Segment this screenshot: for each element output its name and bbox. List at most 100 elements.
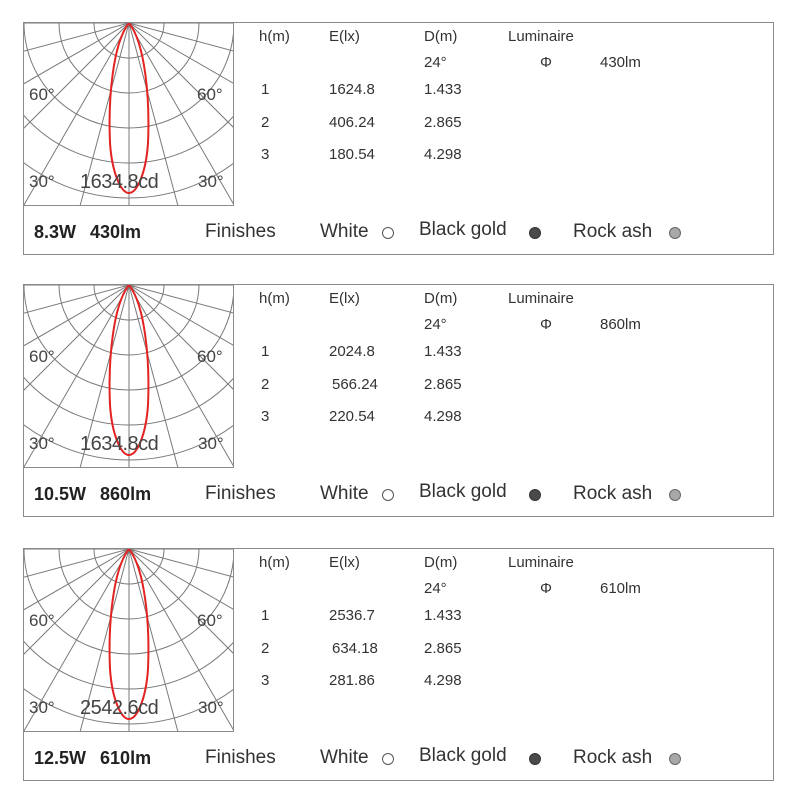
header-d: D(m) (424, 290, 458, 307)
grid-spoke (128, 23, 233, 128)
row-1-h: 1 (261, 607, 270, 624)
grid-spoke (24, 549, 130, 578)
row-1-e: 2536.7 (329, 607, 375, 624)
grid-spoke (128, 23, 233, 205)
finish-white-label: White (320, 483, 369, 504)
panel-footer: 12.5W 610lm Finishes White Black gold Roc… (24, 739, 773, 779)
row-1-e: 2024.8 (329, 343, 375, 360)
header-d: D(m) (424, 554, 458, 571)
row-2-h: 2 (261, 114, 270, 131)
peak-intensity-label: 1634.8cd (80, 433, 159, 455)
grid-spoke (24, 23, 130, 205)
header-h: h(m) (259, 554, 290, 571)
grid-spoke (128, 285, 233, 346)
photometric-panel-1: 60° 60° 30° 30° 1634.8cd h(m) E(lx) D(m)… (23, 22, 774, 255)
grid-spoke (24, 549, 130, 611)
finish-white-swatch (382, 227, 394, 239)
finish-white-swatch (382, 753, 394, 765)
grid-spoke (128, 549, 233, 731)
finish-white-swatch (382, 489, 394, 501)
row-2-d: 2.865 (424, 376, 462, 393)
intensity-curve (108, 549, 150, 721)
row-2-h: 2 (261, 640, 270, 657)
row-1-d: 1.433 (424, 81, 462, 98)
header-h: h(m) (259, 290, 290, 307)
row-3-e: 281.86 (329, 672, 375, 689)
beam-angle: 24° (424, 316, 447, 333)
finish-black-gold-label: Black gold (419, 745, 507, 766)
header-e: E(lx) (329, 554, 360, 571)
row-1-e: 1624.8 (329, 81, 375, 98)
polar-grid-2 (24, 285, 233, 467)
finish-rock-ash-label: Rock ash (573, 483, 653, 504)
row-1-h: 1 (261, 343, 270, 360)
angle-label-30-right: 30° (198, 434, 224, 453)
peak-intensity-label: 2542.6cd (80, 697, 159, 719)
row-3-h: 3 (261, 146, 270, 163)
row-3-e: 180.54 (329, 146, 375, 163)
row-2-h: 2 (261, 376, 270, 393)
finish-black-gold-swatch (529, 227, 541, 239)
finish-rock-ash-swatch (669, 753, 681, 765)
finishes-label: Finishes (205, 747, 276, 768)
header-e: E(lx) (329, 290, 360, 307)
grid-spoke (128, 549, 179, 731)
grid-spoke (128, 549, 233, 654)
polar-diagram-3: 60° 60° 30° 30° 2542.6cd (24, 549, 234, 732)
polar-grid-3 (24, 549, 233, 731)
grid-spoke (24, 285, 130, 347)
phi-symbol: Φ (540, 580, 552, 597)
finish-black-gold-label: Black gold (419, 481, 507, 502)
header-d: D(m) (424, 28, 458, 45)
grid-spoke (128, 23, 233, 84)
row-3-h: 3 (261, 672, 270, 689)
row-3-d: 4.298 (424, 672, 462, 689)
grid-spoke (128, 23, 233, 52)
power-label: 10.5W (34, 484, 87, 504)
header-luminaire: Luminaire (508, 28, 574, 45)
intensity-curve (108, 23, 150, 195)
row-3-d: 4.298 (424, 146, 462, 163)
grid-spoke (79, 285, 130, 467)
header-e: E(lx) (329, 28, 360, 45)
grid-spoke (79, 23, 130, 205)
luminaire-lumen: 860lm (600, 316, 641, 333)
row-2-e: 406.24 (329, 114, 375, 131)
beam-angle: 24° (424, 54, 447, 71)
grid-spoke (128, 23, 179, 205)
spec-text: 12.5W 610lm (34, 748, 165, 769)
angle-label-60-left: 60° (29, 611, 55, 630)
grid-spoke (128, 549, 233, 610)
power-label: 8.3W (34, 222, 77, 242)
row-3-e: 220.54 (329, 408, 375, 425)
grid-spoke (24, 285, 130, 467)
angle-label-30-right: 30° (198, 698, 224, 717)
spec-text: 8.3W 430lm (34, 222, 155, 243)
row-2-e: 566.24 (332, 376, 378, 393)
phi-symbol: Φ (540, 54, 552, 71)
finishes-label: Finishes (205, 483, 276, 504)
angle-label-30-left: 30° (29, 434, 55, 453)
spec-text: 10.5W 860lm (34, 484, 165, 505)
grid-spoke (24, 23, 130, 129)
lumen-label: 860lm (100, 484, 152, 504)
finish-white-label: White (320, 747, 369, 768)
row-3-d: 4.298 (424, 408, 462, 425)
photometric-panel-3: 60° 60° 30° 30° 2542.6cd h(m) E(lx) D(m)… (23, 548, 774, 781)
panel-footer: 8.3W 430lm Finishes White Black gold Rock… (24, 213, 773, 253)
row-2-d: 2.865 (424, 114, 462, 131)
angle-label-30-left: 30° (29, 172, 55, 191)
header-luminaire: Luminaire (508, 290, 574, 307)
finish-rock-ash-swatch (669, 489, 681, 501)
row-1-h: 1 (261, 81, 270, 98)
grid-spoke (24, 23, 130, 52)
grid-spoke (24, 549, 130, 731)
grid-spoke (24, 23, 130, 85)
grid-spoke (79, 549, 130, 731)
grid-spoke (128, 285, 179, 467)
intensity-curve (108, 285, 150, 457)
finish-rock-ash-swatch (669, 227, 681, 239)
grid-spoke (128, 285, 233, 390)
luminaire-lumen: 610lm (600, 580, 641, 597)
angle-label-60-right: 60° (197, 347, 223, 366)
